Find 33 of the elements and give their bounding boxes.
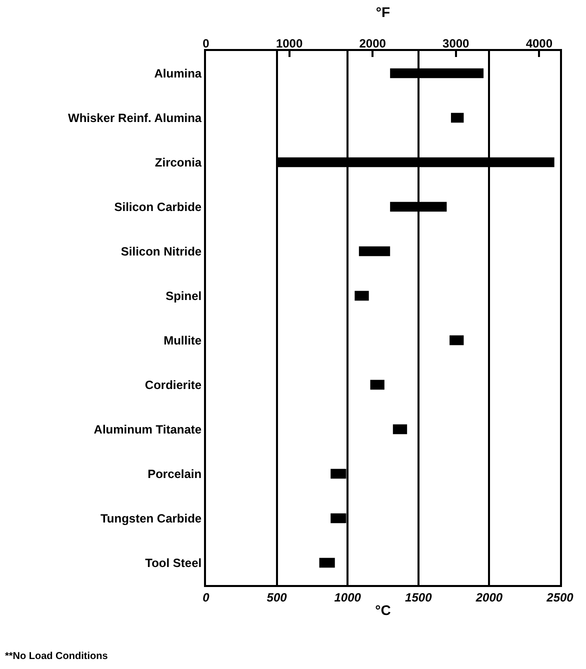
y-tick-label: Tungsten Carbide bbox=[100, 511, 202, 526]
x2-axis-title: °F bbox=[376, 4, 391, 20]
x-tick-label: 2000 bbox=[474, 590, 503, 604]
y-tick-label: Mullite bbox=[164, 333, 202, 348]
x-axis-title: °C bbox=[375, 602, 391, 618]
y-tick-label: Aluminum Titanate bbox=[94, 422, 202, 436]
bar bbox=[450, 112, 464, 123]
x-tick-label: 1000 bbox=[334, 590, 362, 604]
x2-tick-label: 2000 bbox=[359, 36, 386, 51]
bar bbox=[354, 290, 369, 301]
x-tick-label: 500 bbox=[266, 590, 288, 604]
bar bbox=[358, 246, 390, 256]
x-tick-label: 1500 bbox=[405, 590, 432, 604]
bar bbox=[319, 558, 335, 568]
bar bbox=[392, 424, 408, 434]
bar bbox=[370, 380, 384, 390]
y-tick-label: Alumina bbox=[154, 66, 202, 80]
x2-tick-label: 1000 bbox=[276, 36, 303, 51]
y-tick-label: Silicon Nitride bbox=[120, 244, 202, 258]
x-tick-label: 2500 bbox=[546, 590, 574, 604]
x2-tick-label: 3000 bbox=[442, 36, 470, 51]
y-tick-label: Zirconia bbox=[154, 155, 202, 170]
y-tick-label: Spinel bbox=[166, 288, 202, 303]
y-tick-label: Porcelain bbox=[148, 466, 202, 481]
x-tick-label: 0 bbox=[202, 590, 210, 604]
y-tick-label: Tool Steel bbox=[145, 556, 202, 570]
y-tick-label: Silicon Carbide bbox=[114, 200, 202, 214]
bar bbox=[450, 335, 464, 346]
x2-tick-label: 4000 bbox=[526, 36, 553, 51]
text: **No Load Conditions bbox=[5, 651, 108, 662]
y-tick-label: Whisker Reinf. Alumina bbox=[68, 110, 202, 125]
x2-tick-label: 0 bbox=[202, 36, 210, 51]
y-tick-label: Cordierite bbox=[144, 378, 202, 392]
